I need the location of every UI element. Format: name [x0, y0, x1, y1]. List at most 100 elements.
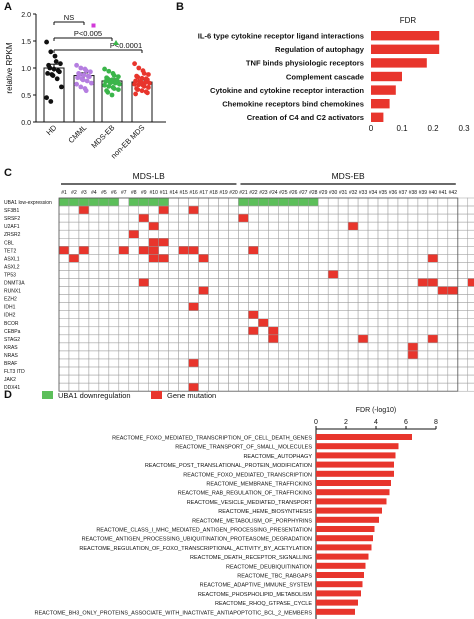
heatmap-cell	[417, 278, 429, 287]
heatmap-cell	[437, 270, 449, 279]
heatmap-cell	[128, 366, 140, 376]
heatmap-cell	[288, 326, 299, 336]
heatmap-cell	[268, 270, 279, 279]
heatmap-cell	[427, 326, 439, 336]
heatmap-cell	[78, 286, 90, 295]
heatmap-cell	[148, 374, 159, 384]
heatmap-cell	[68, 318, 80, 328]
data-point	[136, 82, 142, 88]
heatmap-cell	[357, 286, 369, 295]
heatmap-cell	[278, 350, 289, 360]
bar-label: Cytokine and cytokine receptor interacti…	[210, 86, 364, 95]
heatmap-cell	[138, 205, 149, 215]
heatmap-cell	[437, 246, 449, 255]
heatmap-cell	[377, 197, 389, 207]
heatmap-cell	[347, 205, 359, 215]
heatmap-cell	[228, 302, 239, 311]
bar	[316, 526, 375, 532]
heatmap-cell	[377, 221, 389, 231]
bar-label: REACTOME_FOXO_MEDIATED_TRANSCRIPTION	[183, 472, 312, 478]
heatmap-cell	[457, 197, 469, 207]
heatmap-cell	[317, 358, 329, 368]
bar-label: Regulation of autophagy	[275, 45, 365, 54]
heatmap-cell	[98, 318, 110, 328]
heatmap-cell	[158, 294, 169, 303]
heatmap-cell	[397, 310, 409, 320]
x-tick-label: 0.2	[427, 124, 439, 133]
heatmap-cell	[158, 278, 169, 287]
heatmap-cell	[347, 326, 359, 336]
heatmap-cell	[427, 262, 439, 271]
bar	[316, 443, 399, 450]
heatmap-cell	[347, 318, 359, 328]
heatmap-cell	[347, 342, 359, 352]
heatmap-cell	[158, 205, 169, 215]
sample-label: #29	[319, 190, 328, 196]
heatmap-cell	[457, 374, 469, 384]
heatmap-cell	[238, 374, 249, 384]
data-point	[106, 83, 112, 89]
heatmap-cell	[148, 350, 159, 360]
heatmap-cell	[367, 213, 379, 223]
heatmap-cell	[417, 294, 429, 303]
heatmap-cell	[178, 374, 189, 384]
heatmap-cell	[387, 358, 399, 368]
heatmap-cell	[228, 358, 239, 368]
heatmap-cell	[268, 205, 279, 215]
heatmap-cell	[168, 366, 179, 376]
data-point	[44, 39, 49, 45]
row-label: ASXL1	[4, 256, 20, 262]
heatmap-cell	[168, 278, 179, 287]
heatmap-cell	[407, 229, 419, 239]
heatmap-cell	[148, 382, 159, 392]
heatmap-cell	[98, 382, 110, 392]
heatmap-cell	[158, 318, 169, 328]
heatmap-cell	[427, 270, 439, 279]
heatmap-cell	[268, 318, 279, 328]
heatmap-cell	[168, 262, 179, 271]
heatmap-cell	[258, 238, 269, 247]
y-tick-label: 2.0	[21, 12, 31, 19]
heatmap-cell	[168, 254, 179, 263]
heatmap-cell	[68, 366, 80, 376]
sample-label: #35	[379, 190, 388, 196]
heatmap-cell	[278, 342, 289, 352]
heatmap-cell	[78, 382, 90, 392]
heatmap-cell	[78, 350, 90, 360]
heatmap-cell	[248, 246, 259, 255]
heatmap-cell	[278, 229, 289, 239]
heatmap-cell	[357, 358, 369, 368]
heatmap-cell	[457, 318, 469, 328]
heatmap-cell	[437, 374, 449, 384]
heatmap-cell	[188, 302, 199, 311]
heatmap-cell	[58, 221, 70, 231]
bar	[316, 572, 364, 578]
heatmap-cell	[278, 358, 289, 368]
heatmap-cell	[268, 342, 279, 352]
heatmap-cell	[258, 302, 269, 311]
heatmap-cell	[258, 221, 269, 231]
heatmap-cell	[308, 334, 319, 344]
heatmap-cell	[427, 294, 439, 303]
bar	[316, 562, 366, 569]
heatmap-cell	[427, 302, 439, 311]
heatmap-cell	[308, 262, 319, 271]
heatmap-cell	[377, 246, 389, 255]
chart-title: FDR	[400, 16, 417, 25]
heatmap-cell	[387, 342, 399, 352]
heatmap-cell	[387, 310, 399, 320]
heatmap-cell	[377, 302, 389, 311]
heatmap-cell	[98, 294, 110, 303]
heatmap-cell	[98, 286, 110, 295]
heatmap-cell	[437, 278, 449, 287]
heatmap-cell	[317, 278, 329, 287]
heatmap-cell	[208, 254, 219, 263]
heatmap-cell	[198, 262, 209, 271]
heatmap-cell	[298, 382, 309, 392]
heatmap-cell	[317, 197, 329, 207]
heatmap-cell	[198, 213, 209, 223]
heatmap-cell	[308, 294, 319, 303]
data-point	[58, 61, 63, 67]
heatmap-cell	[377, 358, 389, 368]
heatmap-cell	[337, 310, 349, 320]
